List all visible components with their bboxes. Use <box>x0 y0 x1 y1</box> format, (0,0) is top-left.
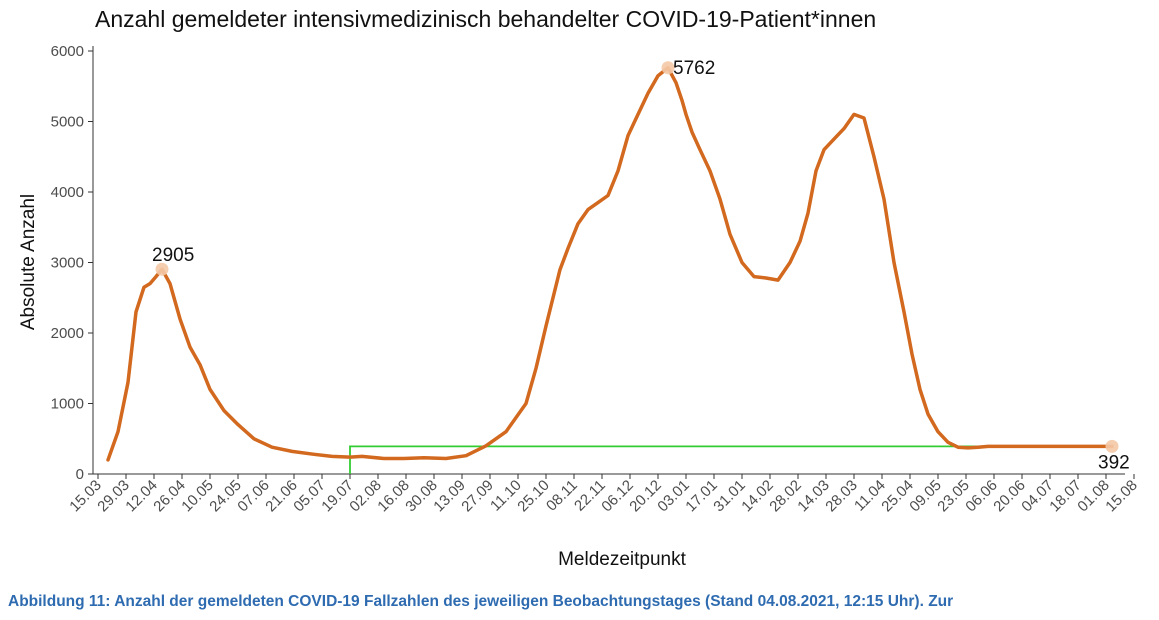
x-tick-label: 14.03 <box>794 477 833 516</box>
x-tick-label: 06.06 <box>962 477 1001 516</box>
x-tick-label: 27.09 <box>458 477 497 516</box>
reference-line-path <box>349 445 1112 474</box>
x-tick-label: 19.07 <box>318 477 357 516</box>
x-tick-label: 07.06 <box>234 477 273 516</box>
y-tick-label: 2000 <box>51 325 84 342</box>
y-tick-label: 5000 <box>51 114 84 131</box>
y-tick-label: 4000 <box>51 184 84 201</box>
y-tick-label: 1000 <box>51 396 84 413</box>
annotation-label: 5762 <box>673 58 715 79</box>
chart: Anzahl gemeldeter intensivmedizinisch be… <box>18 6 1141 570</box>
annotation-marker <box>155 262 169 276</box>
x-tick-label: 15.03 <box>66 477 105 516</box>
x-tick-label: 20.06 <box>990 477 1029 516</box>
x-tick-label: 20.12 <box>626 477 665 516</box>
x-tick-label: 17.01 <box>682 477 721 516</box>
x-tick-label: 28.03 <box>822 477 861 516</box>
x-tick-label: 14.02 <box>738 477 777 516</box>
x-tick-label: 02.08 <box>346 477 385 516</box>
x-tick-label: 10.05 <box>178 477 217 516</box>
x-tick-label: 15.08 <box>1102 477 1141 516</box>
x-tick-label: 08.11 <box>543 477 581 515</box>
x-tick-label: 21.06 <box>262 477 301 516</box>
x-tick-label: 13.09 <box>430 477 469 516</box>
annotation-label: 392 <box>1098 452 1130 473</box>
series-path <box>106 66 1114 462</box>
x-tick-label: 26.04 <box>150 477 189 516</box>
x-tick-label: 31.01 <box>710 477 749 516</box>
annotation-label: 2905 <box>152 245 194 266</box>
annotation-marker <box>1105 439 1119 453</box>
x-axis-ticks: 15.0329.0312.0426.0410.0524.0507.0621.06… <box>66 474 1141 515</box>
y-axis-title: Absolute Anzahl <box>18 194 39 330</box>
x-tick-label: 25.04 <box>878 477 917 516</box>
x-tick-label: 12.04 <box>122 477 161 516</box>
x-tick-label: 16.08 <box>374 477 413 516</box>
x-tick-label: 25.10 <box>514 477 553 516</box>
annotation-marker <box>661 61 675 75</box>
figure-caption: Abbildung 11: Anzahl der gemeldeten COVI… <box>8 593 954 610</box>
y-tick-label: 0 <box>76 466 84 483</box>
chart-title: Anzahl gemeldeter intensivmedizinisch be… <box>95 6 876 32</box>
x-tick-label: 18.07 <box>1046 477 1085 516</box>
x-tick-label: 04.07 <box>1018 477 1057 516</box>
x-tick-label: 03.01 <box>654 477 693 516</box>
x-tick-label: 28.02 <box>766 477 805 516</box>
x-tick-label: 24.05 <box>206 477 245 516</box>
x-axis-title: Meldezeitpunkt <box>558 549 687 570</box>
x-tick-label: 05.07 <box>290 477 329 516</box>
x-tick-label: 09.05 <box>906 477 945 516</box>
y-axis-ticks: 0 1000 2000 3000 4000 5000 6000 <box>51 43 93 483</box>
x-tick-label: 01.08 <box>1074 477 1113 516</box>
x-tick-label: 23.05 <box>934 477 973 516</box>
y-tick-label: 6000 <box>51 43 84 60</box>
annotations: 2905 5762 392 <box>152 58 1130 474</box>
reference-line <box>349 445 1112 474</box>
series-line <box>106 66 1114 462</box>
x-tick-label: 06.12 <box>598 477 637 516</box>
x-tick-label: 29.03 <box>94 477 133 516</box>
y-tick-label: 3000 <box>51 255 84 272</box>
x-tick-label: 30.08 <box>402 477 441 516</box>
